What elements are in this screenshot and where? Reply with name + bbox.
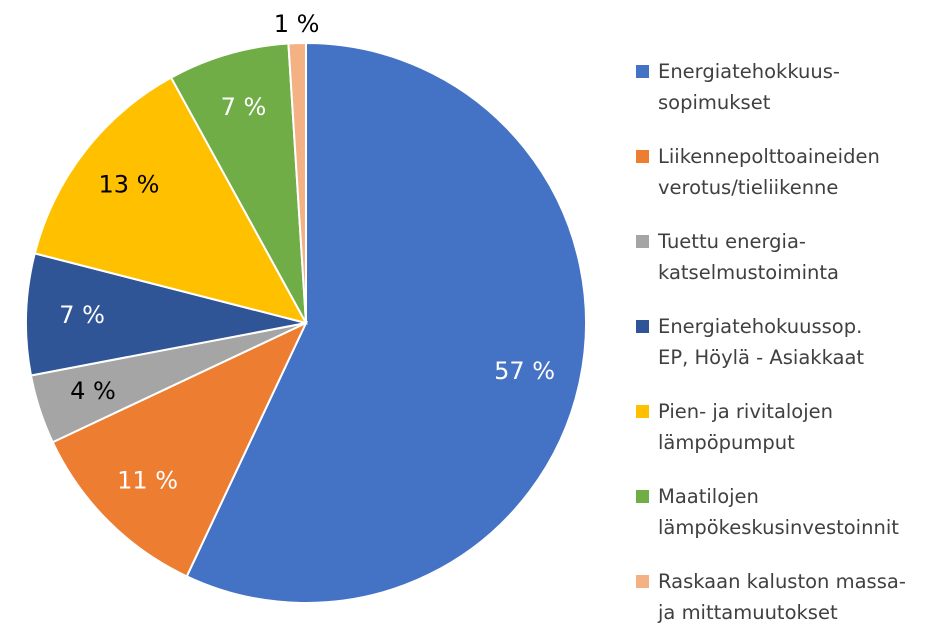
pie-slice <box>33 76 308 325</box>
legend-label: Energiatehokuussop. EP, Höylä - Asiakkaa… <box>658 315 865 369</box>
legend-swatch <box>636 575 649 588</box>
data-label: 4 % <box>70 377 116 405</box>
legend-label: Energiatehokkuus- sopimukset <box>658 60 840 114</box>
data-label: 57 % <box>494 357 555 385</box>
pie-slice <box>287 41 307 324</box>
data-label: 7 % <box>221 93 267 121</box>
pie-slice <box>25 252 307 377</box>
legend-item: Tuettu energia- katselmustoiminta <box>636 226 936 311</box>
legend-item: Maatilojen lämpökeskusinvestoinnit <box>636 481 936 566</box>
data-label: 13 % <box>99 171 160 199</box>
legend-label: Maatilojen lämpökeskusinvestoinnit <box>658 485 899 539</box>
legend-item: Liikennepolttoaineiden verotus/tieliiken… <box>636 141 936 226</box>
data-label: 11 % <box>117 466 178 494</box>
legend-item: Raskaan kaluston massa- ja mittamuutokse… <box>636 566 936 626</box>
legend-label: Tuettu energia- katselmustoiminta <box>658 230 839 284</box>
legend-label: Liikennepolttoaineiden verotus/tieliiken… <box>658 145 880 199</box>
legend-swatch <box>636 405 649 418</box>
pie-slice <box>185 41 587 604</box>
data-label: 7 % <box>59 301 105 329</box>
legend-label: Pien- ja rivitalojen lämpöpumput <box>658 400 834 454</box>
legend-swatch <box>636 320 649 333</box>
pie-slice <box>51 320 309 578</box>
legend-item: Energiatehokkuus- sopimukset <box>636 56 936 141</box>
legend-swatch <box>636 150 649 163</box>
legend-swatch <box>636 65 649 78</box>
legend-item: Energiatehokuussop. EP, Höylä - Asiakkaa… <box>636 311 936 396</box>
legend-swatch <box>636 235 649 248</box>
legend-item: Pien- ja rivitalojen lämpöpumput <box>636 396 936 481</box>
legend: Energiatehokkuus- sopimukset Liikennepolt… <box>636 56 936 626</box>
data-label: 1 % <box>274 10 320 38</box>
legend-swatch <box>636 490 649 503</box>
pie-slice <box>169 42 307 324</box>
legend-label: Raskaan kaluston massa- ja mittamuutokse… <box>658 570 906 624</box>
